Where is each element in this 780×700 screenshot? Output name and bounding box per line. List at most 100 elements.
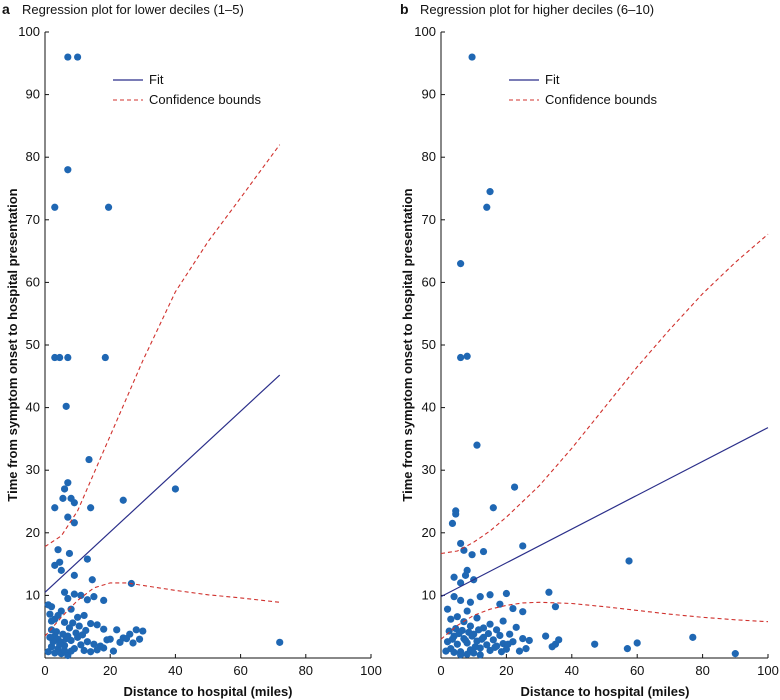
data-point [453,613,461,621]
x-tick-label: 0 [41,663,48,678]
data-point [468,53,476,61]
data-point [499,617,507,625]
data-point [452,510,460,518]
data-point [473,441,481,449]
data-point [100,644,108,652]
data-point [525,636,533,645]
x-tick-label: 80 [695,663,709,678]
data-point [80,611,88,620]
data-point [171,485,179,493]
data-point [466,598,475,606]
y-tick-label: 70 [26,212,40,227]
x-tick-label: 0 [437,663,444,678]
data-point [67,647,75,655]
data-point [545,588,553,596]
data-point [468,632,476,640]
data-point [70,519,78,527]
data-point [633,639,641,647]
data-point [461,571,470,579]
data-point [457,596,465,605]
data-point [458,626,466,635]
x-tick-label: 40 [565,663,579,678]
data-point [623,645,631,653]
data-point [72,629,80,637]
data-point [445,627,453,635]
data-point [506,630,514,638]
data-point [476,651,484,659]
data-point [60,588,69,596]
y-axis-title: Time from symptom onset to hospital pres… [5,188,20,501]
data-point [512,623,520,631]
data-point [83,638,91,646]
data-point [483,203,491,211]
data-point [457,539,465,548]
y-tick-label: 70 [422,212,436,227]
data-point [731,650,739,658]
data-point [56,353,64,362]
data-point [478,635,486,643]
data-point [447,615,455,623]
data-point [473,614,481,622]
y-tick-label: 90 [26,87,40,102]
x-tick-label: 20 [499,663,513,678]
plot-area: 10 20 30 40 50 60 70 80 90 100 0 20 40 60 80 100 Fit Conf… [18,24,382,678]
legend-fit-label: Fit [545,72,560,87]
data-point [75,622,83,630]
data-point [542,632,550,640]
data-point [463,352,471,360]
data-point [504,640,512,648]
data-point [515,647,524,655]
data-point [450,593,458,601]
data-point [502,589,510,598]
data-point [100,596,108,605]
data-point [47,617,56,625]
data-point [484,629,493,638]
data-point [551,603,560,611]
fit-line [440,427,769,598]
data-point [442,647,450,655]
data-point [463,607,471,615]
x-tick-label: 100 [360,663,382,678]
data-point [519,542,527,550]
data-point [87,504,95,512]
data-point [70,571,78,579]
data-point [56,640,64,648]
data-point [591,640,599,648]
data-point [90,593,98,601]
data-point [93,646,101,654]
data-point [519,608,527,616]
y-tick-label: 10 [26,587,40,602]
data-point [489,504,497,512]
y-tick-label: 100 [414,24,436,39]
data-point [87,648,95,656]
data-point [90,640,98,648]
y-tick-label: 100 [18,24,40,39]
data-point [93,621,101,629]
data-point [461,636,470,645]
data-point [625,557,633,565]
data-point [489,636,497,644]
data-point [64,166,72,174]
data-point [77,591,85,600]
fit-line [44,374,281,593]
data-point [60,618,69,626]
y-tick-label: 50 [26,337,40,352]
data-point [104,203,113,211]
data-point [453,640,461,648]
data-point [54,546,62,554]
data-point [689,633,697,641]
data-point [113,626,121,634]
data-point [497,648,506,656]
data-point [67,605,75,613]
data-point [132,626,140,634]
data-point [486,591,494,599]
data-point [57,566,65,574]
data-point [83,555,91,563]
data-point [457,579,465,587]
data-point [486,620,494,628]
data-point [466,622,475,630]
data-point [46,633,54,641]
data-point [555,636,563,644]
data-point [64,353,72,362]
